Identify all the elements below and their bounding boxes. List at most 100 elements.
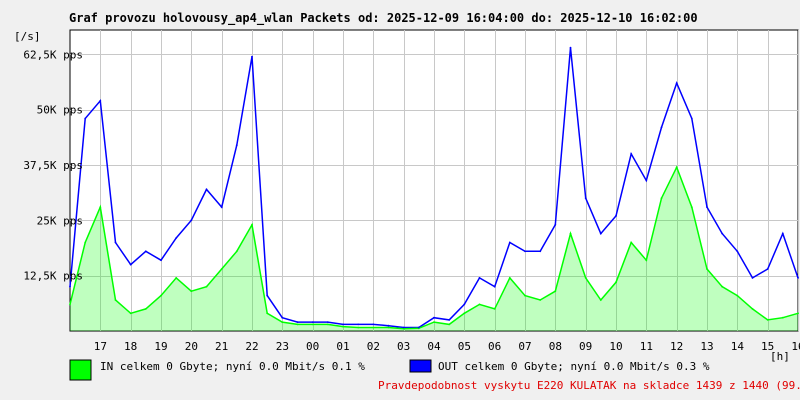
series-in-point (99, 206, 102, 209)
series-out-point (99, 99, 102, 102)
series-in-point (448, 323, 451, 326)
y-tick-label: 25K pps (37, 214, 83, 227)
series-in-point (372, 326, 375, 329)
series-out-point (402, 326, 405, 329)
series-out-point (478, 277, 481, 279)
series-out-point (706, 206, 708, 209)
y-tick-labels: 12,5K pps 25K pps 37,5K pps 50K pps 62,5K pp… (23, 48, 83, 282)
series-in-point (387, 326, 390, 329)
series-out-point (645, 179, 648, 182)
series-in-point (235, 250, 238, 253)
series-in-point (266, 312, 269, 315)
series-in-point (797, 312, 799, 315)
x-tick-labels: 17 18 19 20 21 22 23 00 01 02 03 04 05 06 07 08 09 10 11 12… (94, 340, 800, 353)
series-out-point (766, 268, 769, 270)
series-out-point (539, 250, 542, 253)
series-out-point (296, 321, 299, 323)
series-out-point (129, 263, 132, 266)
series-in-point (721, 285, 724, 288)
series-in-point (508, 277, 511, 279)
series-out-point (220, 206, 223, 209)
series-out-point (448, 319, 451, 321)
series-in-point (660, 197, 663, 200)
series-in-point (84, 241, 87, 244)
series-in-point (69, 303, 71, 306)
series-in-point (736, 294, 739, 297)
y-tick-label: 12,5K pps (23, 270, 83, 283)
series-in-area (70, 167, 798, 331)
legend-in-swatch (69, 359, 92, 381)
series-out-point (615, 215, 617, 217)
series-in-point (599, 299, 602, 301)
x-tick-label: 18 (124, 340, 137, 353)
series-out-point (144, 250, 147, 253)
series-layer (69, 46, 799, 331)
x-tick-label: 13 (700, 340, 713, 353)
series-in-point (114, 299, 117, 301)
x-tick-label: 22 (245, 340, 258, 353)
series-out-point (205, 188, 208, 191)
series-in-point (706, 268, 708, 270)
x-tick-label: 19 (154, 340, 167, 353)
y-tick-label: 50K pps (37, 104, 83, 117)
series-out-point (493, 285, 496, 288)
series-out-point (584, 197, 587, 200)
series-out-point (251, 55, 253, 58)
series-in-point (524, 294, 526, 297)
series-out-point (751, 277, 754, 279)
series-in-point (311, 323, 314, 326)
series-out-point (797, 277, 799, 279)
series-in-point (296, 323, 299, 326)
legend-out-swatch (409, 359, 432, 373)
series-out-point (160, 259, 162, 262)
series-in-point (630, 241, 633, 244)
series-in-point (569, 232, 572, 235)
x-tick-label: 20 (185, 340, 198, 353)
series-out-point (114, 241, 117, 244)
x-tick-label: 08 (549, 340, 562, 353)
series-out-point (433, 316, 435, 319)
series-out-point (266, 294, 269, 297)
series-in-point (175, 277, 178, 279)
series-in-point (463, 312, 466, 315)
series-out-point (569, 46, 572, 49)
series-in-point (129, 312, 132, 315)
series-out-point (508, 241, 511, 244)
series-out-point (660, 126, 663, 129)
y-axis-unit-label: [/s] (14, 30, 41, 43)
series-in-point (342, 325, 344, 328)
x-tick-label: 00 (306, 340, 319, 353)
x-tick-label: 23 (276, 340, 289, 353)
x-tick-label: 04 (427, 340, 441, 353)
series-out-point (736, 250, 739, 253)
series-out-point (630, 153, 633, 155)
series-in-point (205, 285, 208, 288)
series-out-point (175, 237, 178, 239)
series-out-point (190, 219, 193, 222)
series-out-point (463, 303, 466, 306)
series-out-point (387, 324, 390, 327)
series-in-point (554, 290, 557, 293)
series-out-point (417, 326, 420, 329)
series-out-point (84, 117, 87, 120)
series-out-point (372, 323, 375, 326)
series-in-point (645, 259, 648, 262)
series-in-point (251, 223, 253, 226)
series-in-point (326, 323, 329, 326)
x-tick-label: 10 (609, 340, 622, 353)
x-tick-label: 15 (761, 340, 774, 353)
x-tick-label: 21 (215, 340, 228, 353)
legend-out-text: OUT celkem 0 Gbyte; nyní 0.0 Mbit/s 0.3 … (438, 360, 710, 373)
x-tick-label: 02 (367, 340, 380, 353)
series-out-point (357, 323, 360, 326)
series-in-point (584, 277, 587, 279)
series-out-point (599, 232, 602, 235)
series-out-point (281, 316, 284, 319)
series-in-point (781, 316, 784, 319)
series-in-point (357, 326, 360, 329)
series-out-point (554, 223, 557, 226)
chart-title: Graf provozu holovousy_ap4_wlan Packets … (69, 11, 698, 26)
x-tick-label: 16 (791, 340, 800, 353)
series-out-point (524, 250, 526, 253)
